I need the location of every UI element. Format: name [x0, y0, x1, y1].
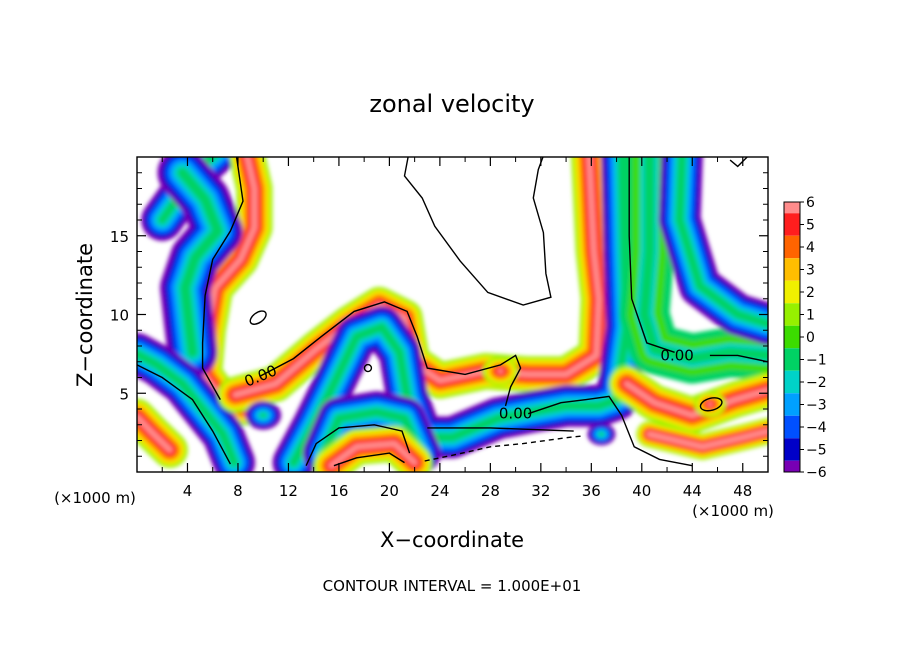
z-unit-label: (×1000 m): [54, 489, 136, 507]
x-tick-label: 40: [632, 482, 651, 500]
contour-lines: [137, 157, 768, 467]
contour-value-label: 0.00: [499, 405, 532, 423]
colorbar-swatch: [784, 280, 800, 304]
field-band: [623, 380, 768, 419]
colorbar-swatch: [784, 303, 800, 326]
x-tick-label: 12: [279, 482, 298, 500]
contour-value-label: 0.00: [660, 346, 693, 364]
colorbar-tick-label: 5: [806, 218, 815, 234]
zero-contour-loop: [699, 397, 723, 412]
x-tick-label: 36: [582, 482, 601, 500]
x-tick-label: 4: [183, 482, 193, 500]
x-tick-label: 48: [733, 482, 752, 500]
colorbar-swatch: [784, 393, 800, 416]
field-band: [319, 408, 424, 458]
colorbar-swatch: [784, 438, 800, 461]
y-tick-label: 5: [119, 385, 129, 403]
field-blob: [260, 412, 267, 418]
contour-value-text: 0.00: [660, 346, 693, 364]
x-tick-label: 8: [233, 482, 243, 500]
y-tick-label: 10: [110, 307, 129, 325]
x-unit-label: (×1000 m): [692, 502, 774, 520]
contour-value-text: 0.00: [499, 405, 532, 423]
colorbar-swatch: [784, 202, 800, 214]
x-tick-label: 24: [430, 482, 449, 500]
velocity-field: 0.000.000.00: [137, 157, 768, 472]
field-blob: [707, 402, 713, 407]
colorbar-swatch: [784, 213, 800, 236]
x-tick-label: 16: [329, 482, 348, 500]
zero-contour: [137, 364, 232, 465]
colorbar-tick-label: −1: [806, 353, 827, 369]
y-axis-label: Z−coordinate: [73, 243, 97, 387]
field-band: [137, 349, 239, 467]
colorbar-tick-label: 1: [806, 308, 815, 324]
x-tick-label: 28: [481, 482, 500, 500]
x-tick-label: 44: [683, 482, 702, 500]
zero-contour: [729, 157, 749, 168]
field-blob: [599, 432, 604, 437]
zero-contour: [305, 424, 411, 466]
colorbar-swatch: [784, 235, 800, 259]
field-band: [177, 167, 223, 358]
colorbar-tick-label: −2: [806, 375, 827, 391]
colorbar-tick-label: −3: [806, 398, 827, 414]
zero-contour: [628, 157, 675, 353]
contour-interval-note: CONTOUR INTERVAL = 1.000E+01: [323, 577, 582, 595]
x-axis-label: X−coordinate: [380, 528, 524, 552]
zero-contour: [709, 354, 768, 363]
colorbar-tick-label: 2: [806, 285, 815, 301]
field-band: [200, 157, 258, 411]
zero-contour: [424, 435, 584, 462]
colorbar-tick-label: 0: [806, 330, 815, 346]
y-axis-ticks: 5 10 15: [110, 172, 768, 457]
colorbar: 6 5 4 3 2 1 0 −1 −2 −3 −4 −5 −6: [783, 195, 827, 481]
colorbar-tick-label: −4: [806, 420, 827, 436]
x-axis-ticks: 4 8 12 16 20 24 28 32 36 40 44 48: [161, 157, 752, 500]
field-band: [232, 157, 602, 398]
zero-contour: [527, 395, 693, 467]
colorbar-tick-label: −5: [806, 443, 827, 459]
zero-contour: [201, 157, 244, 400]
colorbar-tick-label: −6: [806, 465, 827, 481]
colorbar-swatch: [784, 325, 800, 349]
field-band: [137, 413, 173, 453]
colorbar-swatch: [784, 460, 800, 472]
colorbar-swatch: [784, 348, 800, 371]
field-band: [646, 428, 768, 450]
zero-contour: [403, 157, 552, 306]
colorbar-swatch: [784, 370, 800, 394]
x-tick-label: 20: [380, 482, 399, 500]
field-band: [328, 440, 418, 469]
colorbar-tick-label: 3: [806, 263, 815, 279]
colorbar-swatch: [784, 258, 800, 281]
chart-title: zonal velocity: [369, 90, 534, 118]
field-blob: [497, 368, 504, 374]
zero-contour-loop: [363, 363, 373, 373]
y-tick-label: 15: [110, 228, 129, 246]
colorbar-swatch: [784, 415, 800, 439]
x-tick-label: 32: [531, 482, 550, 500]
zero-contour: [333, 452, 405, 467]
colorbar-tick-label: 6: [806, 195, 815, 211]
zero-contour-loop: [249, 310, 267, 325]
field-band: [639, 157, 768, 364]
zero-contour: [427, 427, 574, 432]
field-band: [675, 157, 768, 328]
zero-contour: [260, 301, 522, 407]
colorbar-tick-label: 4: [806, 240, 815, 256]
